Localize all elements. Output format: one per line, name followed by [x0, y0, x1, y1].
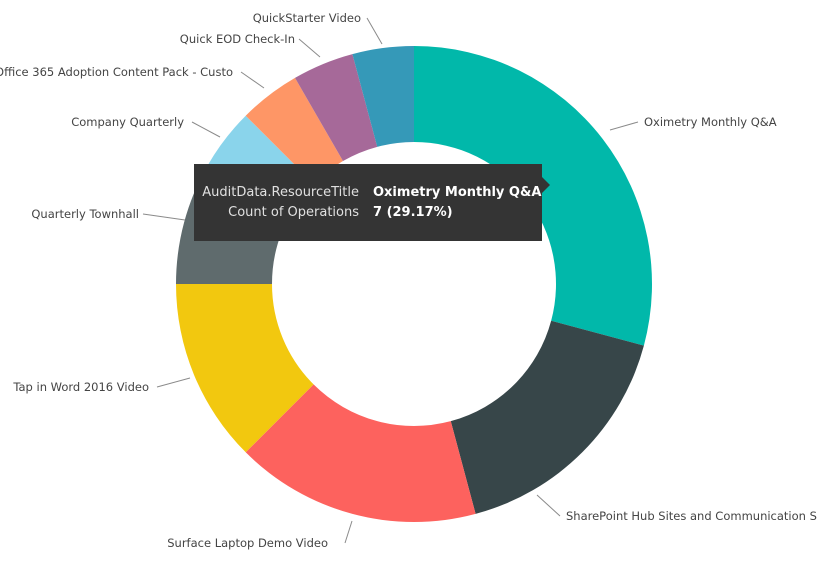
slice-label-oximetry-monthly-q-a: Oximetry Monthly Q&A [644, 115, 777, 129]
tooltip-row-count: Count of Operations 7 (29.17%) [194, 203, 542, 223]
slice-office-365-adoption-content-pack-custo[interactable] [245, 77, 343, 184]
leader-line-surface-laptop-demo-video [344, 520, 353, 544]
leader-line-tap-in-word-2016-video [156, 377, 191, 388]
tooltip-measure-value: 7 (29.17%) [373, 205, 453, 220]
slice-label-company-quarterly: Company Quarterly [71, 115, 184, 129]
tooltip-row-title: AuditData.ResourceTitle Oximetry Monthly… [194, 183, 542, 203]
leader-line-quarterly-townhall [142, 213, 186, 221]
leader-line-office-365-adoption-content-pack-custo [240, 71, 265, 89]
slice-label-tap-in-word-2016-video: Tap in Word 2016 Video [12, 380, 149, 394]
leader-line-oximetry-monthly-q-a [609, 121, 639, 131]
leader-line-sharepoint-hub-sites-and-communication-s [536, 494, 561, 517]
slice-label-quick-eod-check-in: Quick EOD Check-In [180, 32, 295, 46]
tooltip-field-value: Oximetry Monthly Q&A [373, 185, 542, 200]
slice-label-quickstarter-video: QuickStarter Video [253, 11, 361, 25]
slice-tap-in-word-2016-video[interactable] [176, 284, 314, 453]
slice-label-surface-laptop-demo-video: Surface Laptop Demo Video [167, 536, 328, 550]
slice-quick-eod-check-in[interactable] [295, 54, 378, 162]
leader-line-company-quarterly [191, 121, 221, 138]
slice-label-quarterly-townhall: Quarterly Townhall [31, 207, 139, 221]
tooltip-field-key: AuditData.ResourceTitle [202, 185, 359, 200]
slice-surface-laptop-demo-video[interactable] [245, 384, 476, 522]
leader-line-quick-eod-check-in [298, 38, 321, 58]
tooltip: AuditData.ResourceTitle Oximetry Monthly… [194, 164, 550, 241]
tooltip-measure-key: Count of Operations [228, 205, 359, 220]
leader-line-quickstarter-video [366, 17, 383, 45]
slice-quickstarter-video[interactable] [352, 46, 414, 147]
slice-sharepoint-hub-sites-and-communication-s[interactable] [450, 320, 644, 514]
tooltip-arrow [542, 177, 550, 193]
slice-label-office-365-adoption-content-pack-custo: Office 365 Adoption Content Pack - Custo [0, 65, 233, 79]
slice-label-sharepoint-hub-sites-and-communication-s: SharePoint Hub Sites and Communication S [566, 509, 817, 523]
